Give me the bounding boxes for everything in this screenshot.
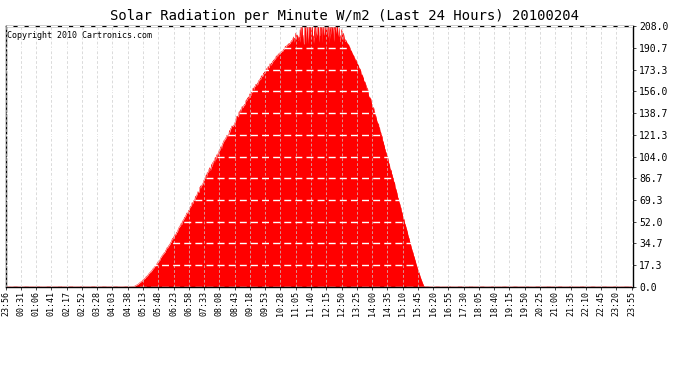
Text: Copyright 2010 Cartronics.com: Copyright 2010 Cartronics.com (8, 32, 152, 40)
Text: Solar Radiation per Minute W/m2 (Last 24 Hours) 20100204: Solar Radiation per Minute W/m2 (Last 24… (110, 9, 580, 23)
